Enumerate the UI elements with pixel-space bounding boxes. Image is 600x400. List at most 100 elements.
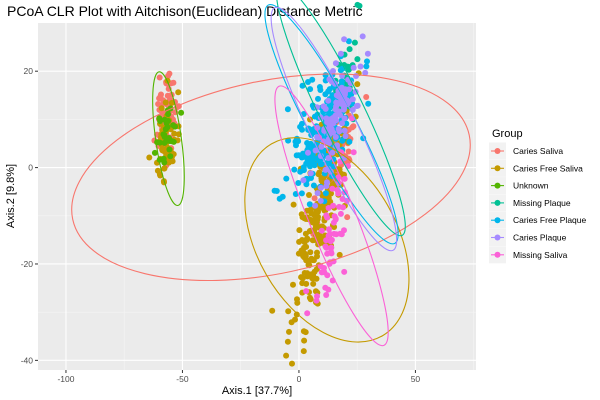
legend-label: Caries Plaque xyxy=(513,233,567,243)
point-unknown xyxy=(161,139,168,146)
y-tick-label: -20 xyxy=(21,259,34,269)
point-caries-plaque xyxy=(329,149,336,156)
point-caries-free-plaque xyxy=(318,161,325,167)
point-caries-free-plaque xyxy=(283,175,290,182)
point-caries-free-plaque xyxy=(292,138,299,145)
point-caries-free-plaque xyxy=(317,87,324,93)
point-caries-plaque xyxy=(332,134,339,140)
point-caries-free-plaque xyxy=(298,190,305,197)
point-caries-free-saliva xyxy=(298,274,305,281)
point-caries-free-plaque xyxy=(311,161,318,168)
point-missing-saliva xyxy=(323,212,330,219)
point-unknown xyxy=(166,146,173,153)
point-caries-plaque xyxy=(362,69,369,76)
legend-key-point xyxy=(494,251,501,258)
point-caries-plaque xyxy=(300,177,307,184)
y-axis: -40 -20 0 20 xyxy=(21,66,38,365)
legend-title: Group xyxy=(492,128,523,140)
point-caries-plaque xyxy=(327,116,334,123)
y-tick-label: -40 xyxy=(21,355,34,365)
point-caries-free-plaque xyxy=(346,138,353,145)
point-caries-plaque xyxy=(325,97,332,104)
point-missing-plaque xyxy=(351,39,358,46)
point-caries-plaque xyxy=(307,170,314,177)
y-axis-title: Axis.2 [9.8%] xyxy=(5,164,17,228)
point-caries-free-saliva xyxy=(310,280,317,287)
point-caries-free-plaque xyxy=(307,86,314,93)
point-caries-saliva xyxy=(158,91,164,98)
point-caries-free-saliva xyxy=(175,89,182,96)
ellipse-missing-plaque xyxy=(275,0,406,237)
point-caries-free-saliva xyxy=(286,328,292,335)
ellipse-unknown xyxy=(152,71,185,207)
point-caries-free-plaque xyxy=(291,166,298,173)
point-caries-plaque xyxy=(317,197,324,204)
point-caries-free-saliva xyxy=(158,105,165,112)
point-missing-saliva xyxy=(332,216,339,223)
point-caries-free-saliva xyxy=(283,352,290,359)
point-missing-saliva xyxy=(337,210,344,217)
point-missing-saliva xyxy=(340,204,346,211)
point-caries-free-plaque xyxy=(293,152,300,159)
chart-title: PCoA CLR Plot with Aitchison(Euclidean) … xyxy=(7,3,363,19)
point-missing-plaque xyxy=(354,56,361,63)
point-caries-free-plaque xyxy=(343,120,350,127)
point-missing-saliva xyxy=(341,268,348,275)
point-missing-saliva xyxy=(326,226,332,233)
point-caries-free-saliva xyxy=(289,360,295,367)
x-tick-label: 50 xyxy=(411,374,421,384)
point-caries-free-saliva xyxy=(292,316,298,323)
point-caries-saliva xyxy=(165,72,172,79)
point-caries-plaque xyxy=(332,106,339,112)
point-unknown xyxy=(157,118,164,124)
point-caries-free-saliva xyxy=(169,99,175,106)
point-missing-saliva xyxy=(331,230,338,237)
point-missing-saliva xyxy=(330,202,337,209)
point-caries-saliva xyxy=(155,101,162,107)
point-caries-plaque xyxy=(357,63,364,70)
point-caries-free-saliva xyxy=(161,165,168,172)
point-caries-saliva xyxy=(170,79,177,86)
y-tick-label: 20 xyxy=(24,66,34,76)
point-missing-saliva xyxy=(327,230,333,237)
point-caries-saliva xyxy=(345,148,352,155)
legend-key-point xyxy=(494,234,501,241)
point-caries-plaque xyxy=(349,96,356,103)
ellipse-caries-free-saliva xyxy=(244,137,410,343)
point-missing-saliva xyxy=(341,175,348,182)
point-missing-saliva xyxy=(338,149,345,156)
point-caries-free-saliva xyxy=(304,235,311,242)
point-caries-plaque xyxy=(335,126,342,132)
point-caries-free-saliva xyxy=(296,238,303,245)
x-axis: -100 -50 0 50 xyxy=(57,370,420,384)
point-caries-free-plaque xyxy=(299,82,306,89)
legend-label: Missing Plaque xyxy=(513,198,571,208)
point-caries-plaque xyxy=(339,120,345,127)
ellipse-caries-plaque xyxy=(270,6,398,252)
point-caries-plaque xyxy=(314,190,321,197)
legend-key-point xyxy=(494,165,501,172)
point-caries-plaque xyxy=(314,124,321,131)
point-missing-saliva xyxy=(323,237,330,244)
x-tick-label: 0 xyxy=(297,374,302,384)
point-caries-saliva xyxy=(344,214,351,221)
point-caries-free-saliva xyxy=(300,348,307,355)
point-caries-free-saliva xyxy=(316,169,323,176)
point-caries-free-saliva xyxy=(301,250,308,257)
legend-label: Unknown xyxy=(513,181,549,191)
point-missing-saliva xyxy=(304,310,311,317)
confidence-ellipses xyxy=(71,0,471,347)
point-missing-saliva xyxy=(328,236,335,243)
point-missing-saliva xyxy=(318,269,325,276)
legend-key-point xyxy=(494,199,501,206)
point-missing-saliva xyxy=(313,297,320,304)
point-caries-free-saliva xyxy=(299,280,306,287)
point-caries-free-saliva xyxy=(318,238,325,245)
point-missing-saliva xyxy=(323,292,330,298)
point-caries-free-saliva xyxy=(161,148,168,155)
point-caries-free-saliva xyxy=(303,243,310,250)
plot-panel xyxy=(38,23,476,370)
point-caries-free-plaque xyxy=(315,95,321,102)
point-missing-saliva xyxy=(341,227,347,234)
point-caries-free-saliva xyxy=(317,204,324,211)
